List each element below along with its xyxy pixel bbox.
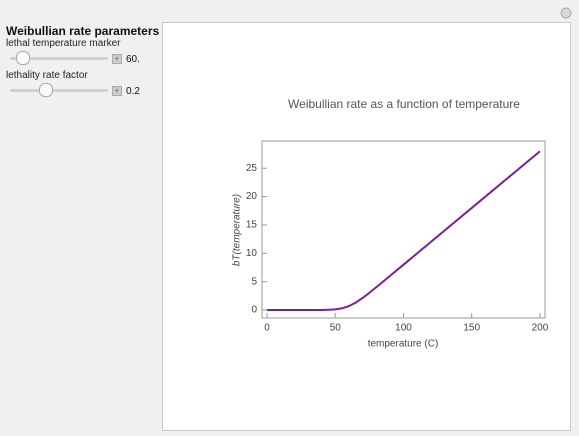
panel-title: Weibullian rate parameters: [6, 24, 160, 38]
slider[interactable]: [10, 57, 108, 60]
expand-button[interactable]: +: [112, 86, 122, 96]
y-tick-label: 5: [251, 276, 257, 287]
y-tick-label: 0: [251, 305, 257, 316]
chart-title: Weibullian rate as a function of tempera…: [288, 97, 520, 111]
x-tick-label: 0: [264, 323, 270, 334]
x-tick-label: 50: [330, 323, 342, 334]
line: [267, 150, 541, 312]
control-label: lethality rate factor: [6, 70, 88, 81]
y-tick-label: 15: [246, 220, 258, 231]
x-tick-label: 100: [395, 323, 412, 334]
x-tick-label: 150: [463, 323, 480, 334]
slider-handle[interactable]: [39, 83, 53, 97]
control-label: lethal temperature marker: [6, 38, 121, 49]
slider-handle[interactable]: [16, 51, 30, 65]
y-tick-label: 20: [246, 191, 258, 202]
y-tick-label: 25: [246, 163, 258, 174]
control-value: 0.2: [126, 86, 140, 97]
y-tick-label: 10: [246, 248, 258, 259]
options-button[interactable]: [560, 7, 572, 19]
plot-frame: [261, 140, 546, 319]
x-axis-label: temperature (C): [368, 339, 439, 350]
y-axis-label: bT(temperature): [232, 194, 243, 266]
slider[interactable]: [10, 89, 108, 92]
x-tick-label: 200: [532, 323, 549, 334]
control-value: 60.: [126, 54, 140, 65]
output-pane: [162, 22, 571, 431]
expand-button[interactable]: +: [112, 54, 122, 64]
